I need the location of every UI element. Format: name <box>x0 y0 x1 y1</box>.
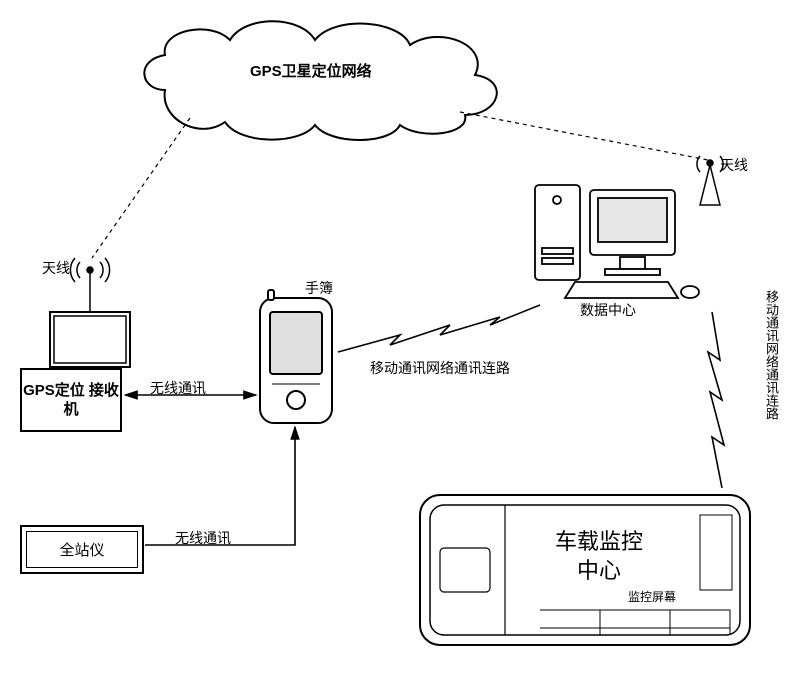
gps-receiver-box: GPS定位 接收机 <box>20 368 122 432</box>
gps-receiver-label: GPS定位 接收机 <box>22 381 120 420</box>
vehicle-label: 车载监控 中心 <box>555 528 643 585</box>
edge-label-mobile1: 移动通讯网络通讯连路 <box>370 358 510 378</box>
edge-label-mobile2: 移动通讯网络通讯连路 <box>762 290 781 420</box>
edge-label-wireless1: 无线通讯 <box>150 378 206 398</box>
total-station-label: 全站仪 <box>59 539 104 560</box>
handbook-icon <box>260 290 332 423</box>
edge-label-wireless2: 无线通讯 <box>175 528 231 548</box>
data-center-icon <box>535 185 699 298</box>
antenna-right-label: 天线 <box>720 155 748 175</box>
vehicle-sublabel: 监控屏幕 <box>628 588 676 605</box>
diagram-canvas <box>0 0 800 681</box>
antenna-left-label: 天线 <box>42 258 70 278</box>
handbook-label: 手簿 <box>305 278 333 298</box>
link-cloud-left-antenna <box>92 118 190 258</box>
total-station-box: 全站仪 <box>20 525 144 574</box>
cloud-label: GPS卫星定位网络 <box>250 60 372 81</box>
link-cloud-right-antenna <box>460 112 708 160</box>
link-handbook-datacenter <box>338 305 540 352</box>
data-center-label: 数据中心 <box>580 300 636 320</box>
link-datacenter-vehicle <box>708 312 724 488</box>
